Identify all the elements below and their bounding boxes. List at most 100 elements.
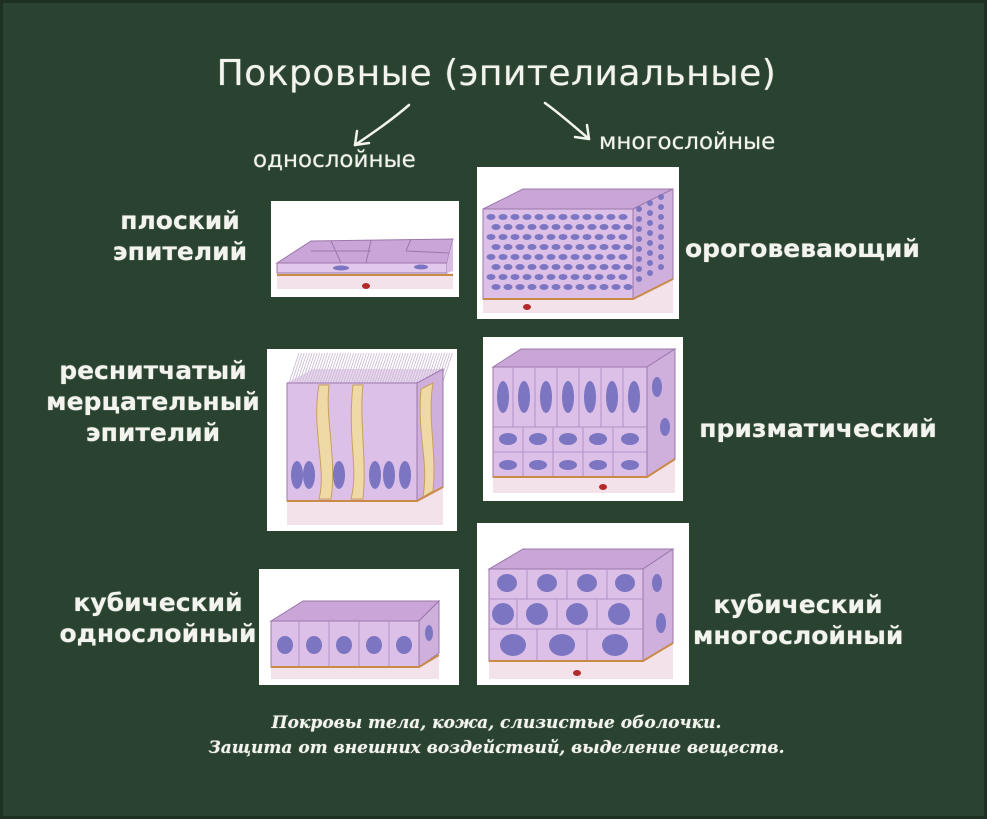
nucleus xyxy=(534,234,544,240)
nucleus xyxy=(546,234,556,240)
cilium xyxy=(306,352,318,384)
cilium xyxy=(301,352,313,384)
nucleus xyxy=(526,603,548,625)
nucleus xyxy=(606,274,616,280)
cilium xyxy=(392,352,404,384)
cilium xyxy=(299,352,310,384)
nucleus xyxy=(582,214,592,220)
nucleus xyxy=(563,244,573,250)
nucleus xyxy=(510,214,520,220)
cilium xyxy=(403,352,414,384)
cilium xyxy=(348,352,360,384)
nucleus xyxy=(636,206,642,212)
nucleus xyxy=(587,284,597,290)
arrow-right-icon xyxy=(543,101,591,141)
cilium xyxy=(358,352,370,384)
nucleus xyxy=(594,234,604,240)
cilium xyxy=(408,352,419,384)
nucleus xyxy=(587,224,597,230)
nucleus xyxy=(558,214,568,220)
branch-single-layer: однослойные xyxy=(253,147,416,173)
nucleus xyxy=(658,194,664,200)
nucleus xyxy=(636,266,642,272)
nucleus xyxy=(486,234,496,240)
nucleus xyxy=(563,224,573,230)
nucleus xyxy=(582,234,592,240)
cilium xyxy=(442,352,453,384)
nucleus xyxy=(515,264,525,270)
cilium xyxy=(379,352,391,384)
nucleus xyxy=(551,264,561,270)
cilium xyxy=(410,352,422,384)
cilium xyxy=(330,352,341,384)
image-flat-epithelium xyxy=(271,201,459,297)
cilium xyxy=(293,352,305,384)
nucleus xyxy=(621,460,639,470)
nucleus xyxy=(570,274,580,280)
nucleus xyxy=(534,254,544,260)
nucleus xyxy=(499,460,517,470)
nucleus xyxy=(491,224,501,230)
nucleus xyxy=(559,433,577,445)
nucleus xyxy=(498,234,508,240)
nucleus xyxy=(559,460,577,470)
nucleus xyxy=(606,234,616,240)
cilium xyxy=(356,352,367,384)
nucleus xyxy=(500,634,526,656)
nucleus xyxy=(527,284,537,290)
nucleus xyxy=(636,246,642,252)
nucleus xyxy=(539,224,549,230)
nucleus xyxy=(582,254,592,260)
nucleus xyxy=(527,264,537,270)
cilium xyxy=(418,352,430,384)
nucleus xyxy=(636,236,642,242)
nucleus xyxy=(636,256,642,262)
nucleus xyxy=(658,224,664,230)
nucleus xyxy=(623,264,633,270)
nucleus xyxy=(618,274,628,280)
image-keratinizing-epithelium xyxy=(477,167,679,319)
nucleus xyxy=(503,224,513,230)
cilium xyxy=(322,352,334,384)
nucleus xyxy=(636,276,642,282)
nucleus xyxy=(618,214,628,220)
nucleus xyxy=(628,381,640,413)
label-flat-epithelium: плоский эпителий xyxy=(112,206,248,266)
nucleus xyxy=(660,418,670,436)
nucleus xyxy=(491,264,501,270)
nucleus xyxy=(582,274,592,280)
nucleus xyxy=(658,214,664,220)
nucleus xyxy=(618,254,628,260)
cilium xyxy=(382,352,393,384)
nucleus xyxy=(515,244,525,250)
nucleus xyxy=(527,244,537,250)
cilium xyxy=(353,352,365,384)
nucleus xyxy=(606,214,616,220)
footer-line-1: Покровы тела, кожа, слизистые оболочки. xyxy=(271,713,722,733)
nucleus xyxy=(570,214,580,220)
nucleus xyxy=(658,254,664,260)
nucleus xyxy=(510,234,520,240)
cilium xyxy=(400,352,412,384)
nucleus xyxy=(621,433,639,445)
label-prismatic: призматический xyxy=(699,414,937,443)
nucleus xyxy=(587,264,597,270)
cilium xyxy=(312,352,323,384)
cilium xyxy=(364,352,375,384)
nucleus xyxy=(498,214,508,220)
nucleus xyxy=(498,274,508,280)
nucleus xyxy=(546,274,556,280)
nucleus xyxy=(618,234,628,240)
nucleus xyxy=(539,244,549,250)
nucleus xyxy=(551,284,561,290)
nucleus xyxy=(497,574,517,592)
cilium xyxy=(317,352,328,384)
nucleus xyxy=(333,461,345,489)
nucleus xyxy=(518,381,530,413)
nucleus xyxy=(537,574,557,592)
nucleus xyxy=(570,254,580,260)
nucleus xyxy=(546,254,556,260)
nucleus xyxy=(577,574,597,592)
nucleus xyxy=(503,284,513,290)
image-cubic-single-layer xyxy=(259,569,459,685)
